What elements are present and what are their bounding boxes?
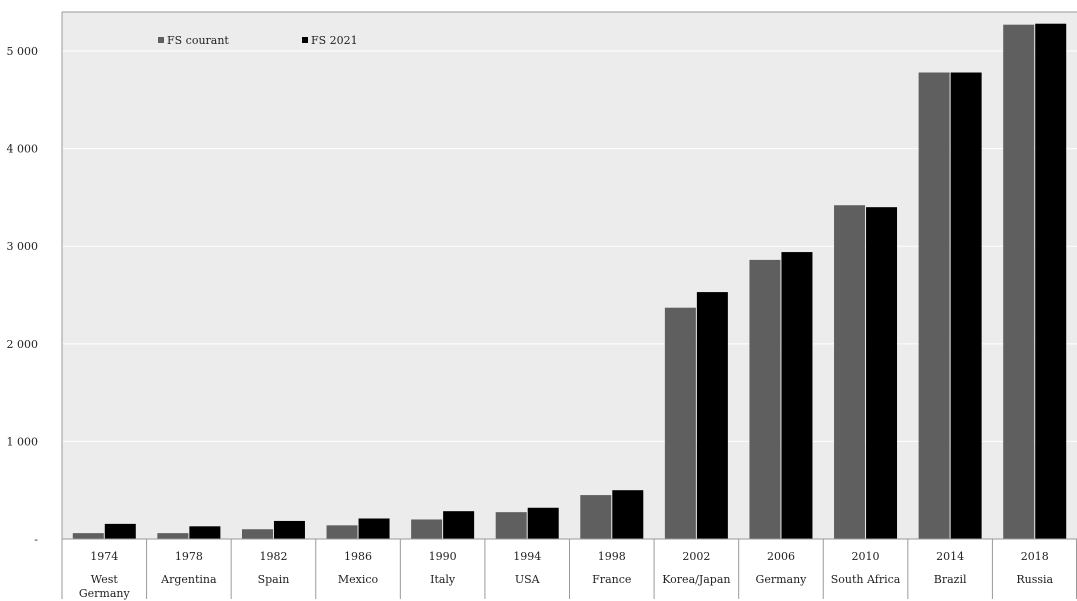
bar-fs-courant-1982 xyxy=(241,529,273,539)
bar-fs-courant-1974 xyxy=(72,533,104,539)
x-tick-year: 1998 xyxy=(598,550,626,563)
bar-fs-2021-2010 xyxy=(866,207,898,539)
x-tick-year: 2006 xyxy=(767,550,795,563)
x-tick-year: 1990 xyxy=(429,550,457,563)
bar-fs-courant-1978 xyxy=(157,533,189,539)
y-tick-label: - xyxy=(34,533,38,546)
y-tick-label: 1 000 xyxy=(7,435,39,448)
bar-fs-courant-2018 xyxy=(1003,24,1035,540)
x-tick-name: Russia xyxy=(1016,573,1053,586)
bar-fs-courant-1986 xyxy=(326,525,358,539)
x-tick-name: Italy xyxy=(430,573,456,586)
bar-fs-courant-2006 xyxy=(749,259,781,539)
x-tick-name: Spain xyxy=(258,573,290,586)
x-tick-year: 1974 xyxy=(90,550,118,563)
bar-fs-2021-1990 xyxy=(443,511,475,539)
bars xyxy=(72,23,1067,540)
x-tick-year: 2018 xyxy=(1021,550,1049,563)
bar-fs-courant-1990 xyxy=(411,519,443,539)
bar-fs-courant-1998 xyxy=(580,495,612,539)
y-tick-label: 4 000 xyxy=(7,143,39,156)
legend-swatch xyxy=(158,37,164,43)
bar-fs-courant-2014 xyxy=(918,72,950,539)
bar-fs-courant-2002 xyxy=(664,307,696,539)
bar-fs-2021-1998 xyxy=(612,490,644,539)
y-tick-label: 5 000 xyxy=(7,45,39,58)
bar-fs-2021-1978 xyxy=(189,526,221,539)
x-tick-name: South Africa xyxy=(831,573,901,586)
legend-swatch xyxy=(302,37,308,43)
x-tick-name: Argentina xyxy=(160,573,217,586)
bar-fs-2021-1994 xyxy=(527,507,559,539)
gridlines xyxy=(62,50,1077,442)
bar-fs-2021-1974 xyxy=(104,523,136,539)
bar-fs-2021-2002 xyxy=(696,292,728,539)
x-tick-name: France xyxy=(592,573,631,586)
bar-fs-courant-1994 xyxy=(495,512,527,539)
x-tick-year: 1978 xyxy=(175,550,203,563)
legend-label: FS courant xyxy=(167,34,229,47)
y-tick-label: 3 000 xyxy=(7,240,39,253)
x-tick-year: 2010 xyxy=(852,550,880,563)
legend: FS courant FS 2021 xyxy=(158,34,358,47)
x-tick-year: 1994 xyxy=(513,550,541,563)
legend-label: FS 2021 xyxy=(311,34,358,47)
bar-fs-2021-1986 xyxy=(358,518,390,539)
x-tick-name: Germany xyxy=(756,573,808,586)
x-tick-name: West Germany xyxy=(79,573,131,600)
x-tick-year: 1982 xyxy=(259,550,287,563)
y-tick-label: 2 000 xyxy=(7,338,39,351)
plot-background xyxy=(62,12,1077,539)
x-tick-name: Korea/Japan xyxy=(662,573,730,586)
x-tick-name: Mexico xyxy=(338,573,379,586)
x-tick-name: Brazil xyxy=(934,573,967,586)
bar-fs-2021-2018 xyxy=(1035,23,1067,539)
bar-fs-2021-1982 xyxy=(273,520,305,539)
bar-fs-2021-2014 xyxy=(950,72,982,539)
x-tick-name-line: Germany xyxy=(79,587,131,600)
plot-area xyxy=(62,12,1077,539)
bar-fs-courant-2010 xyxy=(834,205,866,539)
x-tick-year: 1986 xyxy=(344,550,372,563)
x-tick-year: 2002 xyxy=(682,550,710,563)
bar-fs-2021-2006 xyxy=(781,252,813,540)
x-tick-year: 2014 xyxy=(936,550,964,563)
x-tick-name-line: West xyxy=(91,573,119,586)
x-tick-name: USA xyxy=(515,573,541,586)
axes xyxy=(61,11,1077,599)
